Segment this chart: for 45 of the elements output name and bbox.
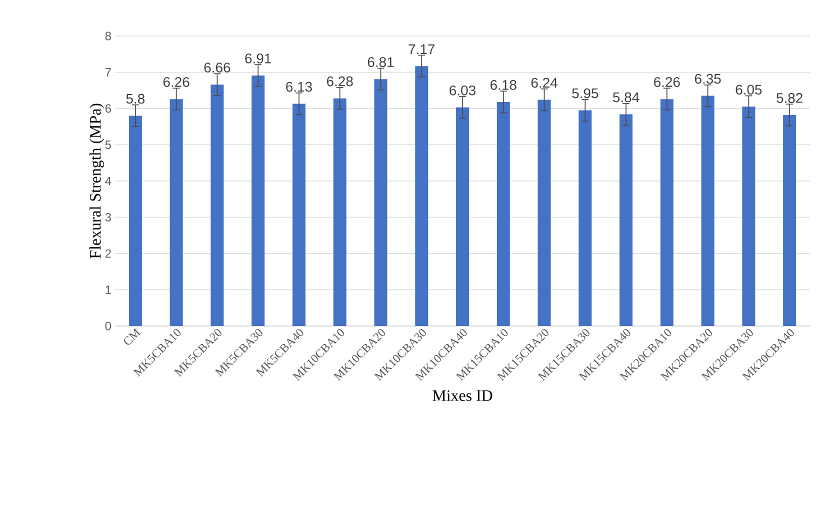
bar (660, 99, 674, 326)
data-label: 6.81 (368, 57, 394, 68)
bar (701, 96, 714, 326)
bar (292, 104, 306, 326)
bar (456, 107, 470, 326)
bar (620, 114, 633, 326)
data-label: 6.24 (531, 78, 558, 88)
bar (252, 76, 265, 326)
data-label: 7.17 (408, 44, 435, 54)
bar (538, 100, 551, 326)
data-label: 6.66 (204, 62, 230, 72)
bar (783, 115, 796, 326)
data-label: 6.18 (490, 80, 516, 90)
data-label: 6.03 (450, 85, 476, 96)
y-tick-label: 1 (106, 286, 111, 294)
data-label: 6.26 (163, 77, 190, 87)
y-tick-label: 8 (105, 32, 111, 40)
data-label: 6.26 (654, 77, 680, 87)
y-tick-label: 6 (105, 104, 111, 113)
bar (333, 98, 346, 326)
data-label: 6.28 (326, 76, 353, 86)
y-tick-label: 0 (105, 322, 112, 330)
data-label: 5.8 (126, 94, 145, 104)
data-label: 5.95 (572, 88, 598, 98)
y-tick-label: 4 (105, 176, 112, 186)
bar (742, 106, 756, 326)
bar (170, 99, 183, 326)
y-tick-label: 7 (105, 68, 111, 76)
y-tick-label: 2 (105, 249, 111, 258)
bar (496, 102, 510, 326)
data-label: 5.82 (776, 93, 802, 103)
y-tick-label: 5 (105, 140, 111, 149)
bar (578, 110, 592, 326)
y-axis-title: Flexural Strength (MPa) (89, 104, 104, 258)
data-label: 6.13 (286, 82, 312, 92)
data-label: 6.91 (245, 54, 271, 64)
y-tick-label: 3 (105, 213, 111, 222)
data-label: 6.05 (736, 84, 762, 95)
bar (210, 84, 224, 326)
bar (415, 66, 428, 326)
data-label: 5.84 (613, 92, 640, 102)
bar (374, 79, 388, 326)
bar (128, 116, 142, 326)
data-label: 6.35 (694, 74, 721, 84)
x-axis-title: Mixes ID (432, 390, 492, 401)
